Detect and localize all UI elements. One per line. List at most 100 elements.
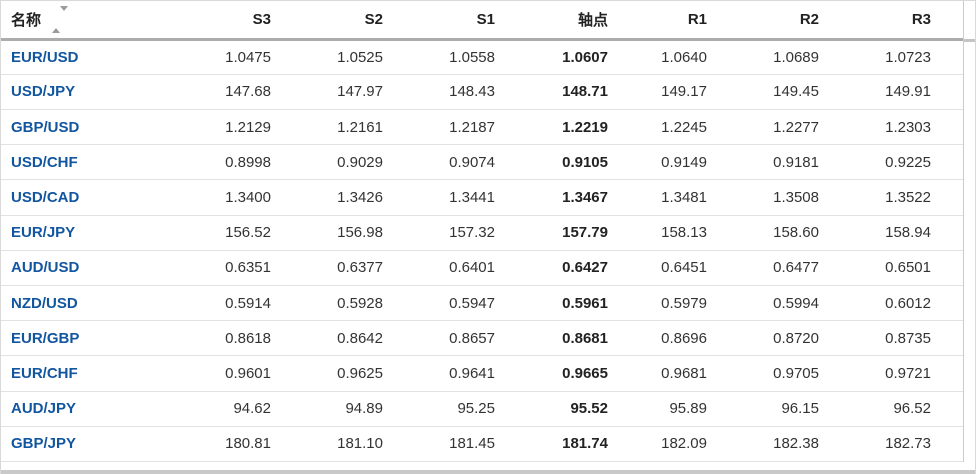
pivot-value: 148.71: [495, 74, 608, 110]
s1-value: 157.32: [383, 215, 495, 251]
s3-value: 94.62: [161, 391, 271, 427]
s1-value: 95.25: [383, 391, 495, 427]
r2-value: 149.45: [707, 74, 819, 110]
pair-link[interactable]: EUR/USD: [11, 48, 79, 66]
s3-value: 156.52: [161, 215, 271, 251]
column-header-name[interactable]: 名称: [1, 1, 161, 41]
pivot-value: 157.79: [495, 215, 608, 251]
s1-value: 1.0558: [383, 39, 495, 75]
r3-value: 158.94: [819, 215, 963, 251]
column-header-pivot: 轴点: [495, 1, 608, 41]
r1-value: 1.2245: [608, 109, 707, 146]
r3-value: 1.2303: [819, 109, 963, 146]
scrollbar-gutter: [963, 1, 975, 462]
r1-value: 158.13: [608, 215, 707, 251]
s2-value: 0.9625: [271, 355, 383, 392]
pair-link[interactable]: EUR/CHF: [11, 364, 78, 382]
r1-value: 95.89: [608, 391, 707, 427]
s1-value: 0.5947: [383, 285, 495, 322]
table-row: USD/JPY 147.68 147.97 148.43 148.71 149.17 149…: [1, 74, 963, 110]
column-header-r3: R3: [819, 1, 963, 41]
table-row: AUD/JPY 94.62 94.89 95.25 95.52 95.89 96.15 96.…: [1, 391, 963, 427]
pair-cell: GBP/USD: [1, 109, 161, 146]
gutter-band: [964, 39, 975, 42]
table-body: EUR/USD 1.0475 1.0525 1.0558 1.0607 1.0640 1.0…: [1, 39, 963, 463]
r1-value: 1.3481: [608, 179, 707, 216]
r3-value: 182.73: [819, 426, 963, 463]
r3-value: 0.6012: [819, 285, 963, 322]
pair-link[interactable]: GBP/USD: [11, 118, 80, 136]
r3-value: 149.91: [819, 74, 963, 110]
s1-value: 0.9641: [383, 355, 495, 392]
s2-value: 0.6377: [271, 250, 383, 286]
s3-value: 0.8618: [161, 320, 271, 357]
pair-link[interactable]: NZD/USD: [11, 294, 78, 312]
column-header-name-label: 名称: [11, 11, 42, 29]
s1-value: 1.2187: [383, 109, 495, 146]
pair-link[interactable]: USD/CAD: [11, 188, 80, 206]
pair-cell: USD/JPY: [1, 74, 161, 110]
pair-link[interactable]: AUD/JPY: [11, 400, 77, 418]
table-scroll-area: 名称 S3 S2 S1 轴点 R1 R2 R3 EUR/USD 1.0475 1.0…: [1, 1, 975, 463]
r2-value: 0.8720: [707, 320, 819, 357]
pivot-value: 0.5961: [495, 285, 608, 322]
table-row: NZD/USD 0.5914 0.5928 0.5947 0.5961 0.5979 0.5…: [1, 285, 963, 322]
r2-value: 158.60: [707, 215, 819, 251]
r3-value: 1.3522: [819, 179, 963, 216]
s3-value: 0.6351: [161, 250, 271, 286]
s2-value: 1.2161: [271, 109, 383, 146]
pair-link[interactable]: USD/CHF: [11, 153, 78, 171]
pivot-value: 0.6427: [495, 250, 608, 286]
s2-value: 0.9029: [271, 144, 383, 181]
s1-value: 1.3441: [383, 179, 495, 216]
pair-cell: EUR/USD: [1, 39, 161, 75]
pair-link[interactable]: EUR/JPY: [11, 224, 76, 242]
r1-value: 0.9149: [608, 144, 707, 181]
pair-link[interactable]: EUR/GBP: [11, 329, 80, 347]
r2-value: 182.38: [707, 426, 819, 463]
s3-value: 1.0475: [161, 39, 271, 75]
s3-value: 180.81: [161, 426, 271, 463]
s1-value: 0.6401: [383, 250, 495, 286]
r2-value: 0.6477: [707, 250, 819, 286]
horizontal-scrollbar[interactable]: [1, 470, 975, 474]
pivot-value: 0.8681: [495, 320, 608, 357]
r3-value: 0.6501: [819, 250, 963, 286]
pair-link[interactable]: USD/JPY: [11, 83, 76, 101]
sort-arrows-icon[interactable]: [52, 5, 69, 33]
s2-value: 1.0525: [271, 39, 383, 75]
table-row: EUR/GBP 0.8618 0.8642 0.8657 0.8681 0.8696 0.8…: [1, 320, 963, 357]
s3-value: 0.9601: [161, 355, 271, 392]
table-row: EUR/USD 1.0475 1.0525 1.0558 1.0607 1.0640 1.0…: [1, 39, 963, 75]
s1-value: 0.9074: [383, 144, 495, 181]
r2-value: 0.9705: [707, 355, 819, 392]
r3-value: 0.9225: [819, 144, 963, 181]
s3-value: 1.3400: [161, 179, 271, 216]
s2-value: 0.5928: [271, 285, 383, 322]
pivot-value: 181.74: [495, 426, 608, 463]
r2-value: 0.9181: [707, 144, 819, 181]
table-row: USD/CAD 1.3400 1.3426 1.3441 1.3467 1.3481 1.3…: [1, 179, 963, 216]
pivot-value: 0.9665: [495, 355, 608, 392]
pair-link[interactable]: GBP/JPY: [11, 435, 77, 453]
s2-value: 1.3426: [271, 179, 383, 216]
s3-value: 0.5914: [161, 285, 271, 322]
table-row: GBP/JPY 180.81 181.10 181.45 181.74 182.09 182…: [1, 426, 963, 463]
s2-value: 147.97: [271, 74, 383, 110]
s2-value: 94.89: [271, 391, 383, 427]
pair-cell: EUR/CHF: [1, 355, 161, 392]
table-row: AUD/USD 0.6351 0.6377 0.6401 0.6427 0.6451 0.6…: [1, 250, 963, 286]
s2-value: 0.8642: [271, 320, 383, 357]
r3-value: 1.0723: [819, 39, 963, 75]
pair-cell: GBP/JPY: [1, 426, 161, 463]
pair-link[interactable]: AUD/USD: [11, 259, 80, 277]
s2-value: 156.98: [271, 215, 383, 251]
pair-cell: USD/CHF: [1, 144, 161, 181]
r3-value: 0.8735: [819, 320, 963, 357]
r1-value: 0.5979: [608, 285, 707, 322]
pivot-value: 0.9105: [495, 144, 608, 181]
r1-value: 0.6451: [608, 250, 707, 286]
s3-value: 0.8998: [161, 144, 271, 181]
r2-value: 96.15: [707, 391, 819, 427]
